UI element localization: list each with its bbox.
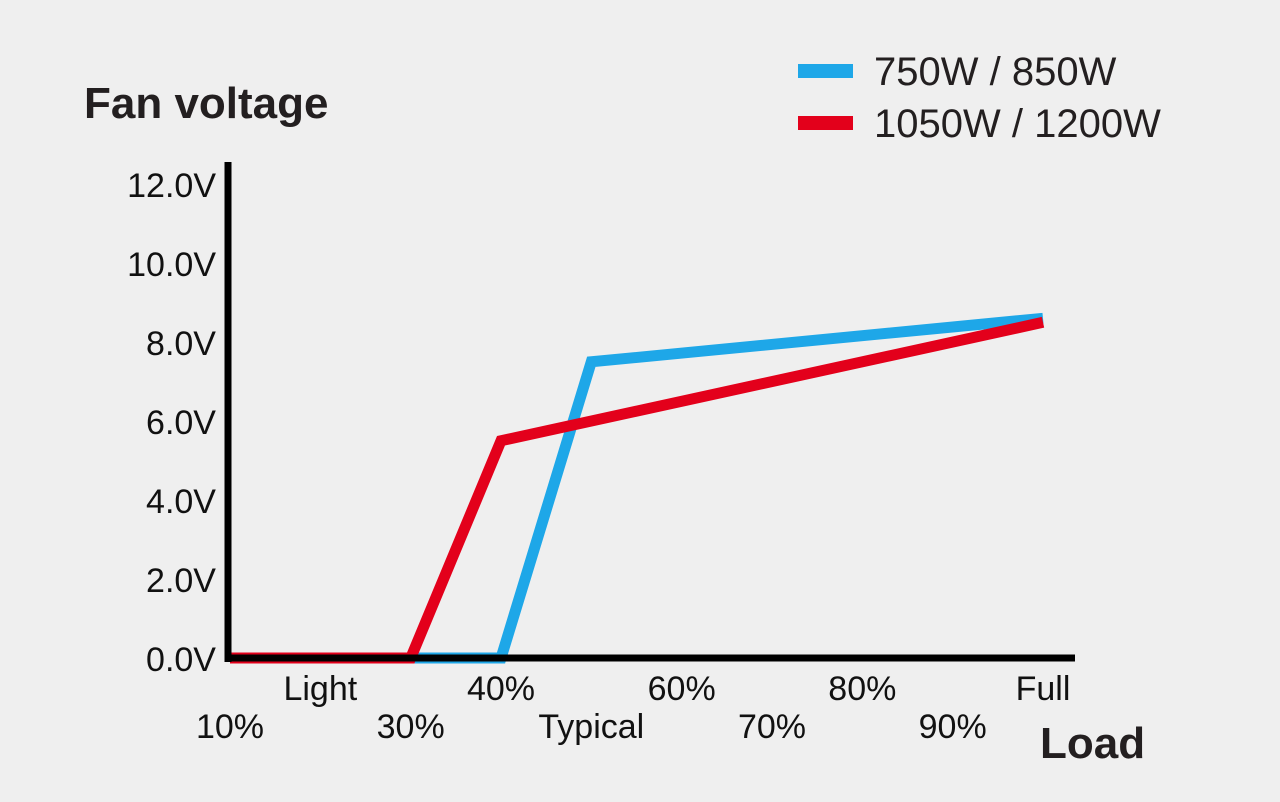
x-tick-label: 90% [919,708,987,746]
y-tick-label: 4.0V [146,483,216,521]
legend-swatch-2 [798,116,853,130]
x-tick-label: 80% [828,670,896,708]
y-axis-title: Fan voltage [84,79,329,128]
legend: 750W / 850W 1050W / 1200W [798,50,1161,146]
y-tick-label: 10.0V [127,246,216,284]
y-tick-label: 12.0V [127,167,216,205]
legend-swatch-1 [798,64,853,78]
y-tick-label: 0.0V [146,641,216,679]
x-axis-title: Load [1040,719,1145,768]
legend-label-2: 1050W / 1200W [874,102,1161,146]
x-tick-label: Typical [538,708,644,746]
x-tick-label: Light [283,670,357,708]
x-tick-label: 70% [738,708,806,746]
y-tick-label: 2.0V [146,562,216,600]
x-tick-label: 60% [648,670,716,708]
series-line-1 [230,312,1044,664]
x-tick-label: 30% [377,708,445,746]
series-line-2 [230,316,1045,664]
y-tick-label: 8.0V [146,325,216,363]
legend-label-1: 750W / 850W [874,50,1117,94]
series-layer [230,312,1045,664]
y-tick-label: 6.0V [146,404,216,442]
x-tick-label: 10% [196,708,264,746]
x-tick-label: 40% [467,670,535,708]
y-tick-labels: 0.0V 2.0V 4.0V 6.0V 8.0V 10.0V 12.0V [127,167,216,679]
x-tick-label: Full [1016,670,1071,708]
